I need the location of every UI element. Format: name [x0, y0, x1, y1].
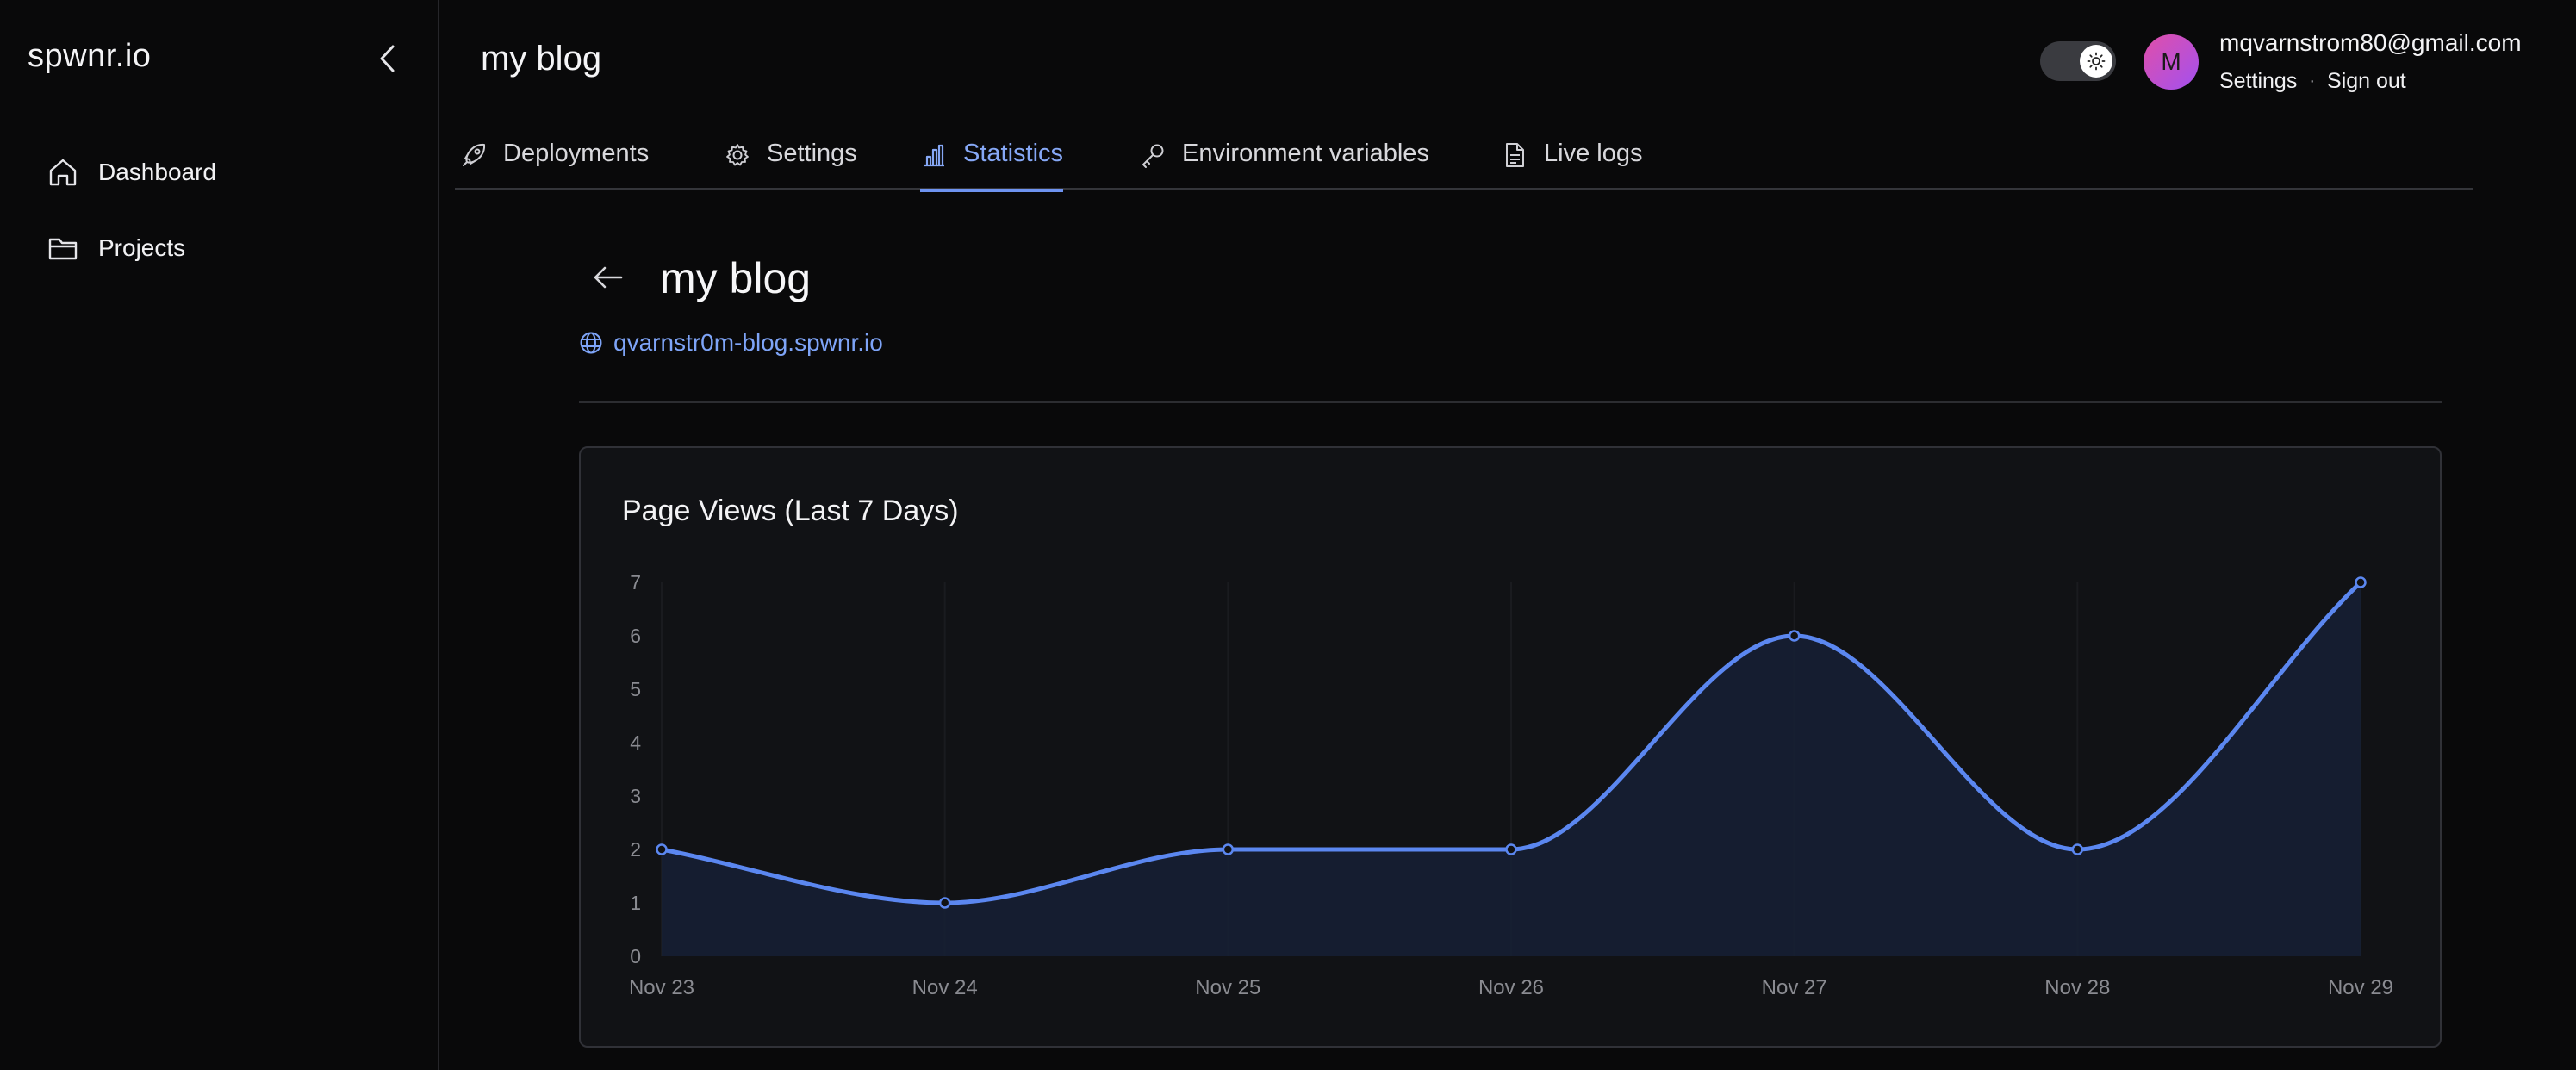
- data-point: [2355, 576, 2367, 588]
- chevron-left-icon: [380, 45, 395, 72]
- tab-statistics[interactable]: Statistics: [920, 133, 1064, 192]
- y-tick-label: 4: [630, 731, 641, 754]
- series-line: [659, 580, 2363, 905]
- brand-logo: spwnr.io: [28, 38, 152, 74]
- sign-out-link[interactable]: Sign out: [2327, 69, 2406, 93]
- project-url: qvarnstr0m-blog.spwnr.io: [613, 329, 883, 356]
- y-tick-label: 2: [630, 838, 641, 861]
- tab-label: Live logs: [1544, 140, 1643, 167]
- sidebar-item-projects[interactable]: Projects: [28, 224, 407, 272]
- rocket-icon: [463, 143, 486, 166]
- key-icon: [1142, 144, 1164, 168]
- tab-deployments[interactable]: Deployments: [460, 133, 649, 190]
- sun-icon: [2087, 52, 2106, 71]
- page-title: my blog: [481, 40, 602, 78]
- x-tick-label: Nov 27: [1762, 976, 1827, 999]
- data-point: [1788, 630, 1801, 642]
- tab-bar: Deployments Settings Statistics Environm…: [455, 133, 2473, 192]
- sidebar-item-label: Projects: [98, 234, 186, 261]
- sidebar: spwnr.io Dashboard Projects: [0, 0, 439, 1070]
- file-icon: [1506, 143, 1524, 167]
- tab-label: Settings: [767, 140, 857, 167]
- user-links: Settings · Sign out: [2219, 69, 2406, 94]
- project-title: my blog: [660, 254, 812, 302]
- data-point: [938, 897, 951, 909]
- user-email: mqvarnstrom80@gmail.com: [2219, 29, 2522, 56]
- divider: [579, 401, 2442, 403]
- x-tick-label: Nov 29: [2328, 976, 2393, 999]
- y-tick-label: 3: [630, 785, 641, 807]
- y-tick-label: 7: [630, 571, 641, 594]
- page-views-chart: 0 1 2 3 4 5 6 7 Nov 23 Nov 24 Nov 25 Nov 26 Nov 27 No…: [629, 571, 2393, 999]
- bar-chart-icon: [924, 144, 944, 167]
- chart-title: Page Views (Last 7 Days): [622, 495, 959, 527]
- sidebar-item-dashboard[interactable]: Dashboard: [28, 148, 407, 196]
- x-tick-label: Nov 25: [1195, 976, 1260, 999]
- sidebar-nav: Dashboard Projects: [28, 148, 407, 300]
- x-tick-label: Nov 23: [629, 976, 694, 999]
- y-tick-label: 1: [630, 892, 641, 914]
- arrow-left-icon: [594, 266, 623, 289]
- tab-settings[interactable]: Settings: [724, 133, 857, 190]
- globe-icon: [580, 332, 602, 354]
- area-fill: [662, 582, 2361, 956]
- data-point: [1222, 843, 1235, 855]
- tab-label: Environment variables: [1182, 140, 1429, 167]
- data-point: [2071, 843, 2084, 855]
- y-tick-label: 5: [630, 678, 641, 700]
- collapse-sidebar-button[interactable]: [372, 41, 403, 76]
- x-tick-label: Nov 28: [2044, 976, 2110, 999]
- x-tick-label: Nov 24: [912, 976, 978, 999]
- avatar[interactable]: M: [2144, 34, 2199, 90]
- home-icon: [49, 159, 77, 186]
- tab-label: Deployments: [503, 140, 650, 167]
- data-point: [656, 843, 668, 855]
- gear-icon: [726, 144, 749, 166]
- project-url-link[interactable]: qvarnstr0m-blog.spwnr.io: [579, 329, 883, 357]
- y-tick-label: 6: [630, 625, 641, 647]
- theme-toggle-knob: [2080, 45, 2112, 78]
- data-point: [1505, 843, 1517, 855]
- tab-environment-variables[interactable]: Environment variables: [1139, 133, 1429, 190]
- tab-live-logs[interactable]: Live logs: [1501, 133, 1642, 190]
- tab-label: Statistics: [963, 140, 1064, 167]
- theme-toggle[interactable]: [2040, 41, 2116, 81]
- y-tick-label: 0: [630, 945, 641, 967]
- x-tick-label: Nov 26: [1478, 976, 1544, 999]
- sidebar-item-label: Dashboard: [98, 159, 216, 185]
- user-settings-link[interactable]: Settings: [2219, 69, 2298, 93]
- separator: ·: [2309, 72, 2316, 90]
- folder-icon: [48, 238, 78, 260]
- back-button[interactable]: [589, 258, 627, 296]
- page-views-card: Page Views (Last 7 Days) 0 1 2 3 4 5 6 7 Nov 23 N…: [579, 446, 2442, 1048]
